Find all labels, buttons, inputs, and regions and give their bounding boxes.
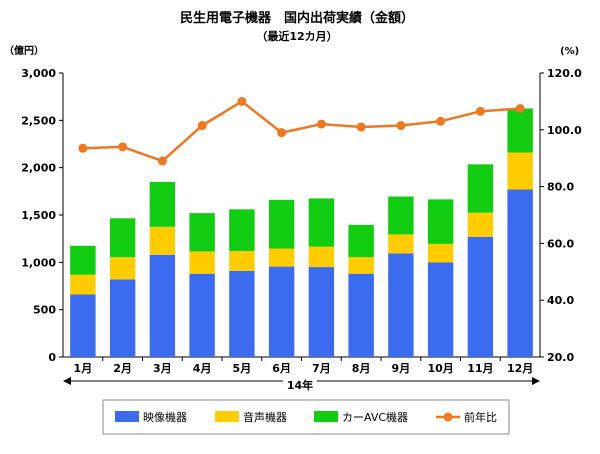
legend-label: 前年比 xyxy=(464,410,497,424)
right-tick-label: 80.0 xyxy=(547,181,574,194)
legend-label: 映像機器 xyxy=(143,410,187,424)
span-arrow-right-head xyxy=(532,377,540,385)
x-tick-label: 1月 xyxy=(74,362,93,375)
x-tick-label: 5月 xyxy=(233,362,252,375)
bar-segment xyxy=(229,270,255,357)
legend-swatch xyxy=(115,411,139,422)
bar-segment xyxy=(229,209,255,251)
x-tick-label: 7月 xyxy=(312,362,331,375)
right-tick-label: 120.0 xyxy=(547,67,582,80)
bar-segment xyxy=(467,236,494,357)
x-tick-label: 8月 xyxy=(352,362,371,375)
right-axis-unit: (%) xyxy=(560,46,579,57)
left-tick-label: 2,500 xyxy=(21,114,56,127)
right-tick-label: 40.0 xyxy=(547,294,574,307)
x-tick-label: 6月 xyxy=(272,362,291,375)
bar-segment xyxy=(388,253,414,357)
x-tick-label: 3月 xyxy=(153,362,172,375)
line-point xyxy=(515,104,525,113)
bar-segment xyxy=(70,274,96,295)
left-tick-label: 500 xyxy=(33,304,56,317)
bar-segment xyxy=(348,257,374,274)
line-point xyxy=(316,119,326,129)
bar-segment xyxy=(427,199,454,244)
line-point xyxy=(197,121,207,131)
right-tick-label: 100.0 xyxy=(547,124,582,137)
bar-segment xyxy=(427,262,454,357)
bar-segment xyxy=(507,189,533,357)
bar-segment xyxy=(467,164,494,213)
bar-segment xyxy=(388,196,414,235)
left-tick-label: 0 xyxy=(48,351,56,364)
chart-title: 民生用電子機器 国内出荷実績（金額） xyxy=(180,10,414,26)
x-tick-label: 9月 xyxy=(392,362,411,375)
right-tick-label: 20.0 xyxy=(547,351,574,364)
bar-segment xyxy=(507,108,533,153)
span-label-mask xyxy=(283,373,317,387)
chart-subtitle: （最近12カ月） xyxy=(256,29,337,43)
line-point xyxy=(118,142,128,152)
bar-segment xyxy=(268,199,295,249)
line-point xyxy=(277,128,287,138)
legend-label: 音声機器 xyxy=(243,410,287,424)
bar-segment xyxy=(308,246,335,268)
left-tick-label: 1,500 xyxy=(21,209,56,222)
left-tick-label: 1,000 xyxy=(21,256,56,269)
bar-segment xyxy=(388,234,414,254)
bar-segment xyxy=(467,212,494,237)
bar-segment xyxy=(70,245,96,275)
bar-segment xyxy=(229,250,255,271)
line-point xyxy=(436,116,446,126)
bar-segment xyxy=(348,273,374,357)
legend-label: カーAVC機器 xyxy=(342,410,408,424)
right-tick-label: 60.0 xyxy=(547,237,574,250)
left-axis-unit: （億円） xyxy=(4,44,44,57)
line-point xyxy=(237,96,247,106)
bar-segment xyxy=(189,273,215,357)
line-series xyxy=(82,99,521,163)
bar-segment xyxy=(348,224,374,258)
line-point xyxy=(396,121,406,131)
bar-segment xyxy=(109,257,136,280)
bar-segment xyxy=(308,267,335,357)
x-tick-label: 4月 xyxy=(193,362,212,375)
span-arrow-left-head xyxy=(63,377,71,385)
x-tick-label: 2月 xyxy=(113,362,132,375)
bar-segment xyxy=(189,251,215,274)
bar-segment xyxy=(109,279,136,357)
bar-segment xyxy=(109,218,136,258)
bar-segment xyxy=(189,213,215,252)
bar-segment xyxy=(149,226,176,255)
bar-segment xyxy=(70,294,96,357)
legend-swatch xyxy=(314,411,338,422)
x-axis-label: 14年 xyxy=(287,378,313,392)
bar-segment xyxy=(149,181,176,227)
bar-segment xyxy=(268,248,295,267)
line-point xyxy=(78,143,88,153)
bar-segment xyxy=(308,198,335,247)
x-tick-label: 11月 xyxy=(467,362,493,375)
x-tick-label: 12月 xyxy=(507,362,533,375)
bar-segment xyxy=(149,254,176,357)
legend-marker-swatch xyxy=(443,412,453,422)
line-point xyxy=(356,122,366,132)
x-tick-label: 10月 xyxy=(427,362,453,375)
line-point xyxy=(157,156,167,166)
bar-segment xyxy=(268,266,295,357)
bar-segment xyxy=(507,152,533,190)
bar-segment xyxy=(427,243,454,263)
legend: 映像機器 音声機器 カーAVC機器 前年比 xyxy=(102,399,510,435)
line-point xyxy=(475,106,485,116)
legend-swatch xyxy=(215,411,239,422)
plot-area: 0 500 1,000 1,500 2,000 2,500 3,000 20.0 40.0 60.… xyxy=(21,67,582,387)
left-tick-label: 3,000 xyxy=(21,67,56,80)
left-tick-label: 2,000 xyxy=(21,162,56,175)
